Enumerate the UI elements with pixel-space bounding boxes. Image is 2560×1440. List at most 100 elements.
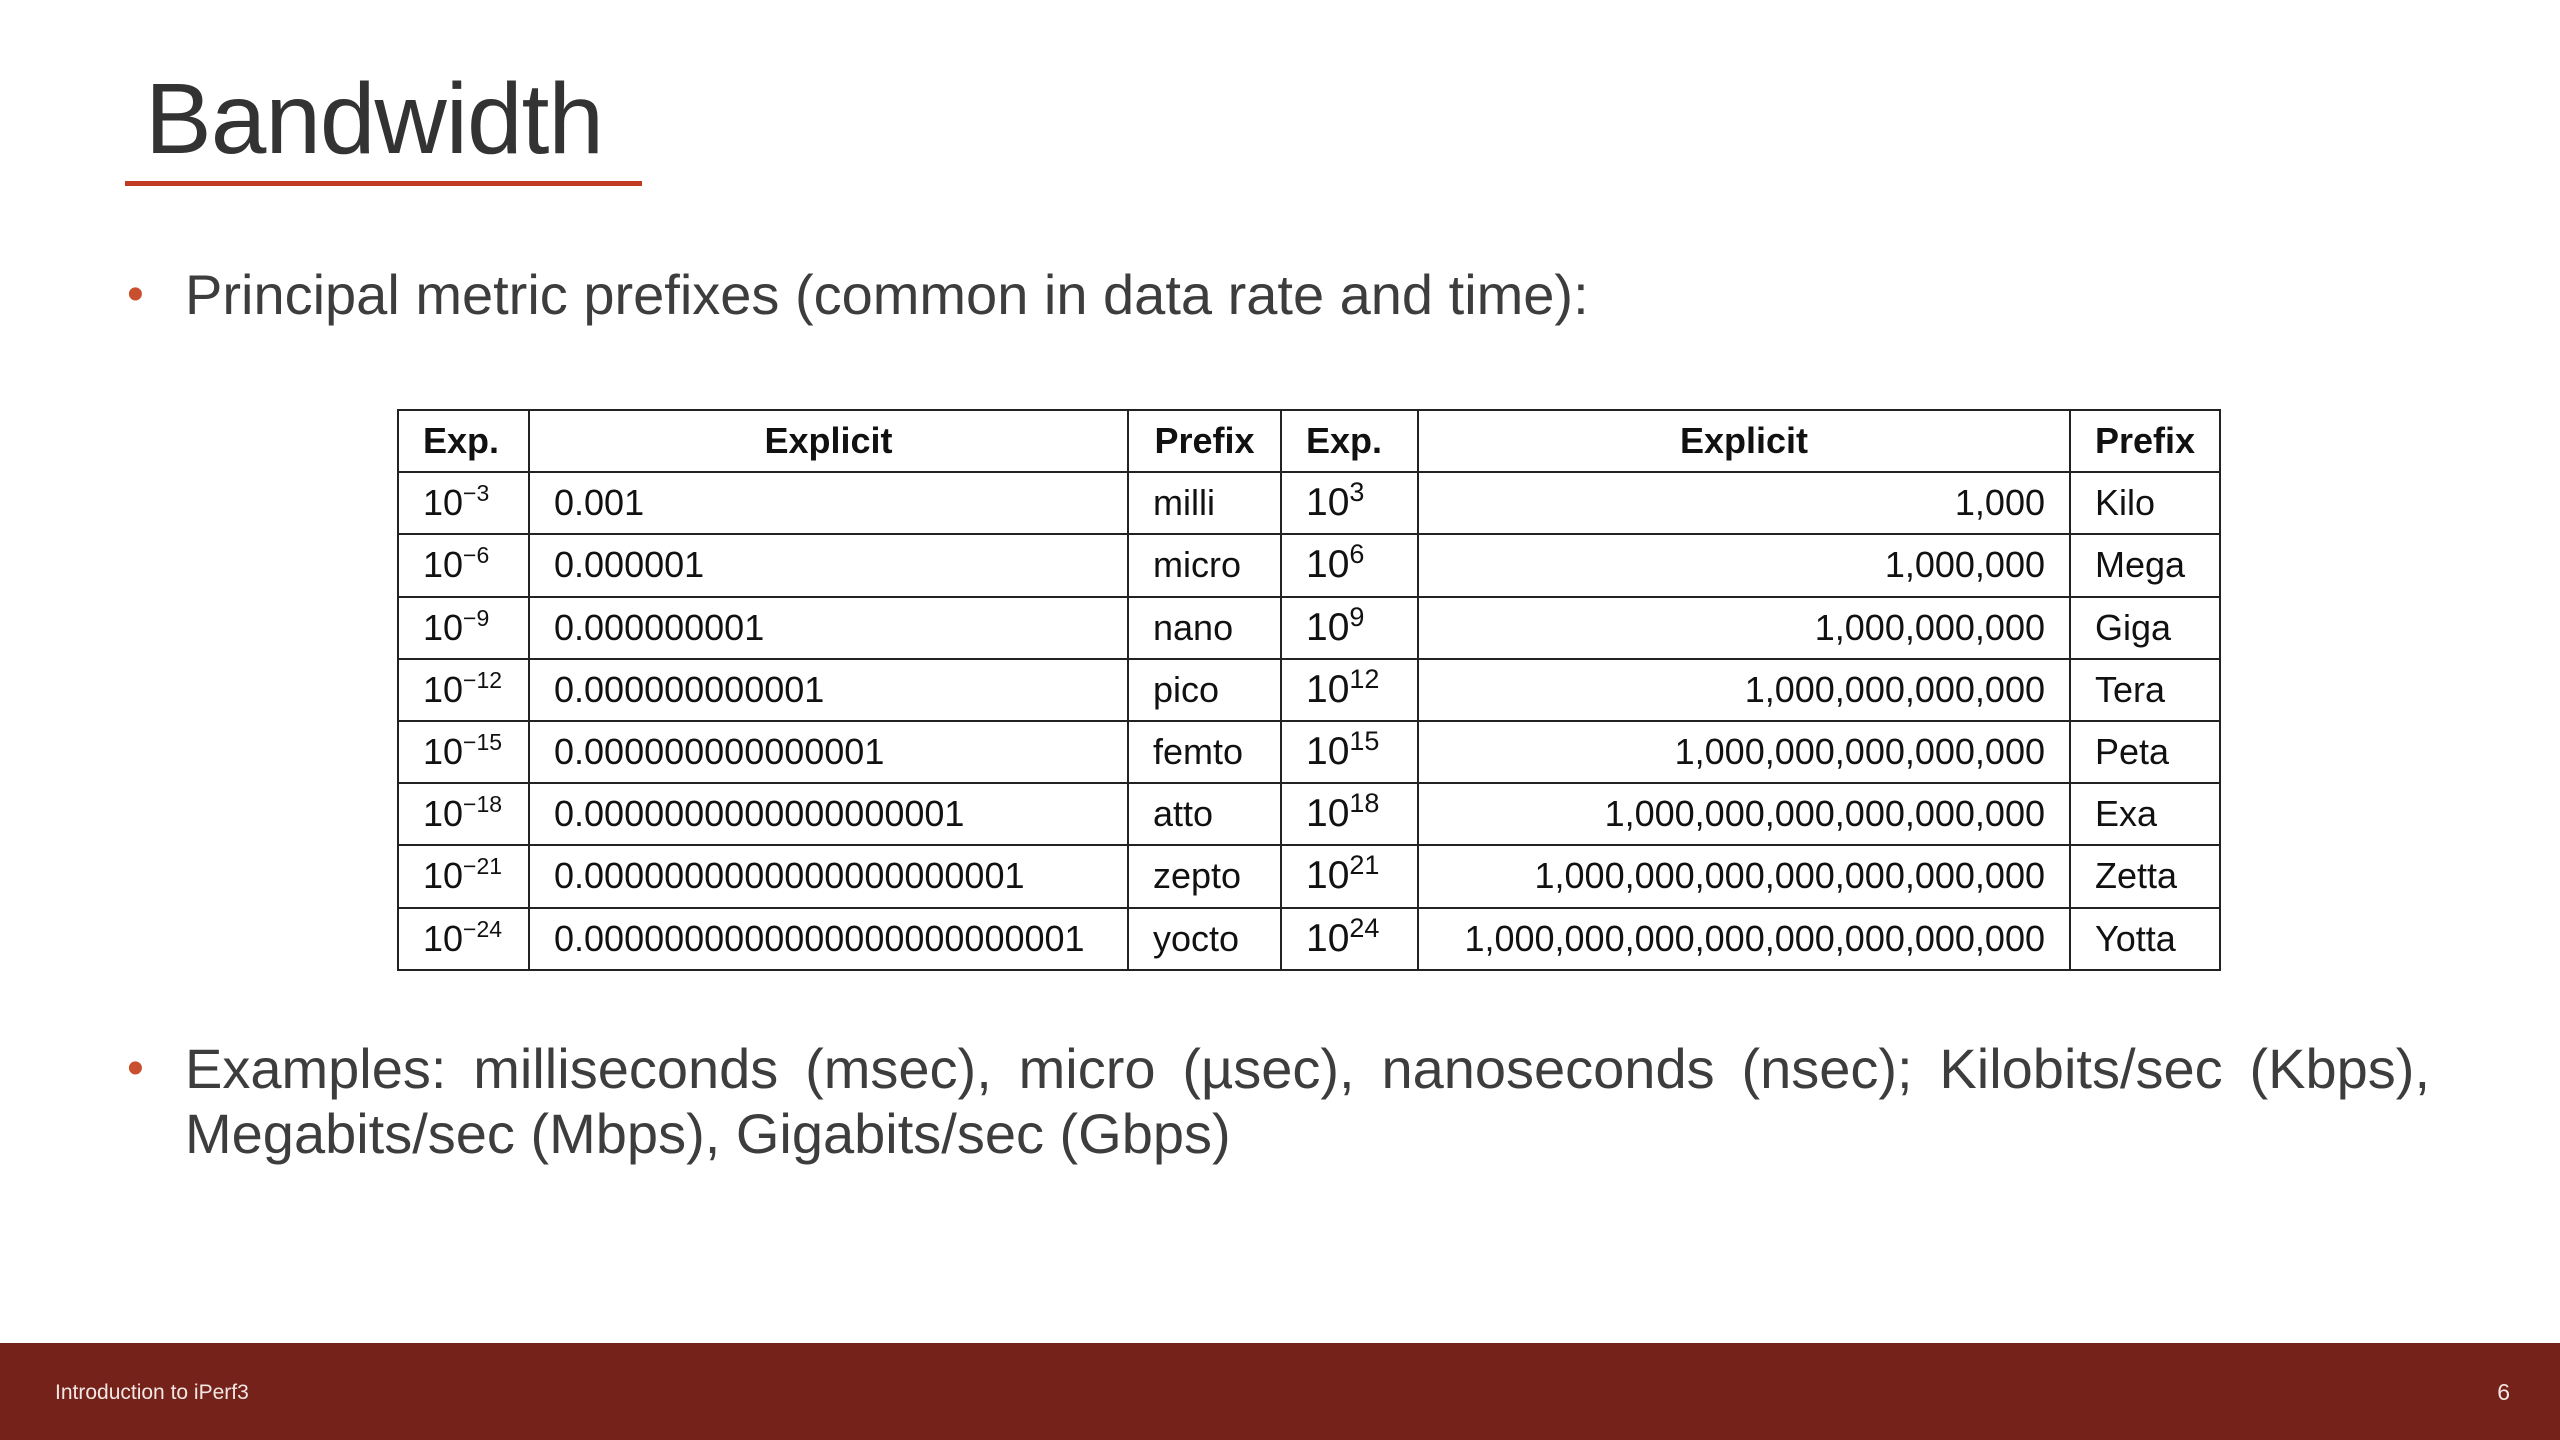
explicit-small: 0.001 (528, 471, 1129, 536)
prefix-large: Peta (2068, 719, 2222, 785)
exp-small: 10−15 (397, 719, 530, 785)
table-row: 10−18 0.0000000000000000001 atto 1018 1,000,… (397, 782, 2222, 847)
exp-large: 1012 (1280, 657, 1419, 722)
header-prefix: Prefix (2068, 408, 2222, 474)
bullet-prefixes: • Principal metric prefixes (common in d… (127, 262, 1589, 327)
base: 10 (423, 482, 464, 524)
explicit-large: 1,000,000,000,000,000,000,000,000 (1417, 906, 2071, 971)
header-explicit: Explicit (1417, 408, 2071, 474)
prefix-large: Kilo (2068, 471, 2222, 536)
explicit-large: 1,000,000,000,000,000,000 (1417, 782, 2071, 847)
page-number: 6 (2497, 1379, 2510, 1405)
table-row: 10−3 0.001 milli 103 1,000 Kilo (397, 471, 2222, 536)
base: 10 (423, 731, 464, 773)
explicit-small: 0.000000000001 (528, 657, 1129, 722)
base: 10 (1306, 481, 1350, 525)
exp-small: 10−18 (397, 782, 530, 847)
prefix-small: atto (1127, 782, 1282, 847)
base: 10 (1306, 916, 1350, 960)
prefix-small: micro (1127, 533, 1282, 598)
base: 10 (423, 606, 464, 648)
header-exp: Exp. (397, 408, 530, 474)
exp-small: 10−21 (397, 844, 530, 909)
prefix-small: nano (1127, 595, 1282, 660)
footer-label: Introduction to iPerf3 (55, 1381, 249, 1404)
explicit-small: 0.0000000000000000000000001 (528, 906, 1129, 971)
bullet-icon: • (127, 268, 144, 321)
exponent: 6 (1349, 539, 1365, 570)
table-row: 10−6 0.000001 micro 106 1,000,000 Mega (397, 533, 2222, 598)
exponent: 15 (1349, 726, 1380, 757)
base: 10 (1306, 730, 1350, 774)
exp-small: 10−6 (397, 533, 530, 598)
exp-large: 1018 (1280, 782, 1419, 847)
bullet-text: Principal metric prefixes (common in dat… (185, 263, 1589, 326)
exponent: −15 (463, 729, 503, 756)
exponent: 9 (1349, 601, 1365, 632)
exp-small: 10−24 (397, 906, 530, 971)
explicit-small: 0.0000000000000000000001 (528, 844, 1129, 909)
table-row: 10−24 0.0000000000000000000000001 yocto 102… (397, 906, 2222, 971)
exponent: 21 (1349, 850, 1380, 881)
base: 10 (423, 855, 464, 897)
table-row: 10−15 0.000000000000001 femto 1015 1,000,000… (397, 719, 2222, 785)
prefix-large: Giga (2068, 595, 2222, 660)
explicit-large: 1,000,000,000 (1417, 595, 2071, 660)
exponent: −6 (463, 542, 490, 569)
header-prefix: Prefix (1127, 408, 1282, 474)
prefix-small: pico (1127, 657, 1282, 722)
base: 10 (1306, 854, 1350, 898)
table-row: 10−9 0.000000001 nano 109 1,000,000,000 Giga (397, 595, 2222, 660)
bullet-examples: • Examples: milliseconds (msec), micro (… (127, 1036, 2430, 1166)
exp-small: 10−3 (397, 471, 530, 536)
metric-prefix-table: Exp. Explicit Prefix Exp. Explicit Prefi… (397, 408, 2222, 971)
table-header-row: Exp. Explicit Prefix Exp. Explicit Prefi… (397, 408, 2222, 474)
bullet-text: Examples: milliseconds (msec), micro (µs… (185, 1037, 2430, 1165)
base: 10 (1306, 667, 1350, 711)
exp-large: 106 (1280, 533, 1419, 598)
prefix-large: Mega (2068, 533, 2222, 598)
base: 10 (1306, 792, 1350, 836)
base: 10 (423, 793, 464, 835)
base: 10 (1306, 605, 1350, 649)
slide-title: Bandwidth (145, 63, 604, 175)
prefix-large: Yotta (2068, 906, 2222, 971)
prefix-large: Zetta (2068, 844, 2222, 909)
prefix-large: Tera (2068, 657, 2222, 722)
exp-small: 10−12 (397, 657, 530, 722)
exp-small: 10−9 (397, 595, 530, 660)
prefix-small: milli (1127, 471, 1282, 536)
explicit-large: 1,000 (1417, 471, 2071, 536)
title-underline (125, 181, 642, 186)
table-row: 10−12 0.000000000001 pico 1012 1,000,000,000… (397, 657, 2222, 722)
base: 10 (423, 917, 464, 959)
footer-bar: Introduction to iPerf3 6 (0, 1343, 2560, 1440)
exp-large: 109 (1280, 595, 1419, 660)
explicit-small: 0.000000000000001 (528, 719, 1129, 785)
exponent: −12 (463, 666, 503, 693)
exp-large: 1021 (1280, 844, 1419, 909)
explicit-small: 0.000001 (528, 533, 1129, 598)
exponent: 24 (1349, 912, 1380, 943)
explicit-large: 1,000,000,000,000,000 (1417, 719, 2071, 785)
bullet-icon: • (127, 1042, 144, 1095)
exponent: −21 (463, 853, 503, 880)
explicit-large: 1,000,000,000,000 (1417, 657, 2071, 722)
exponent: 18 (1349, 788, 1380, 819)
base: 10 (423, 668, 464, 710)
explicit-small: 0.000000001 (528, 595, 1129, 660)
prefix-small: yocto (1127, 906, 1282, 971)
header-exp: Exp. (1280, 408, 1419, 474)
prefix-small: zepto (1127, 844, 1282, 909)
exponent: −18 (463, 791, 503, 818)
exponent: −9 (463, 604, 490, 631)
explicit-large: 1,000,000 (1417, 533, 2071, 598)
exp-large: 1024 (1280, 906, 1419, 971)
table-row: 10−21 0.0000000000000000000001 zepto 1021 1,… (397, 844, 2222, 909)
explicit-large: 1,000,000,000,000,000,000,000 (1417, 844, 2071, 909)
prefix-large: Exa (2068, 782, 2222, 847)
exponent: 3 (1349, 477, 1365, 508)
explicit-small: 0.0000000000000000001 (528, 782, 1129, 847)
exp-large: 1015 (1280, 719, 1419, 785)
exponent: −24 (463, 915, 503, 942)
